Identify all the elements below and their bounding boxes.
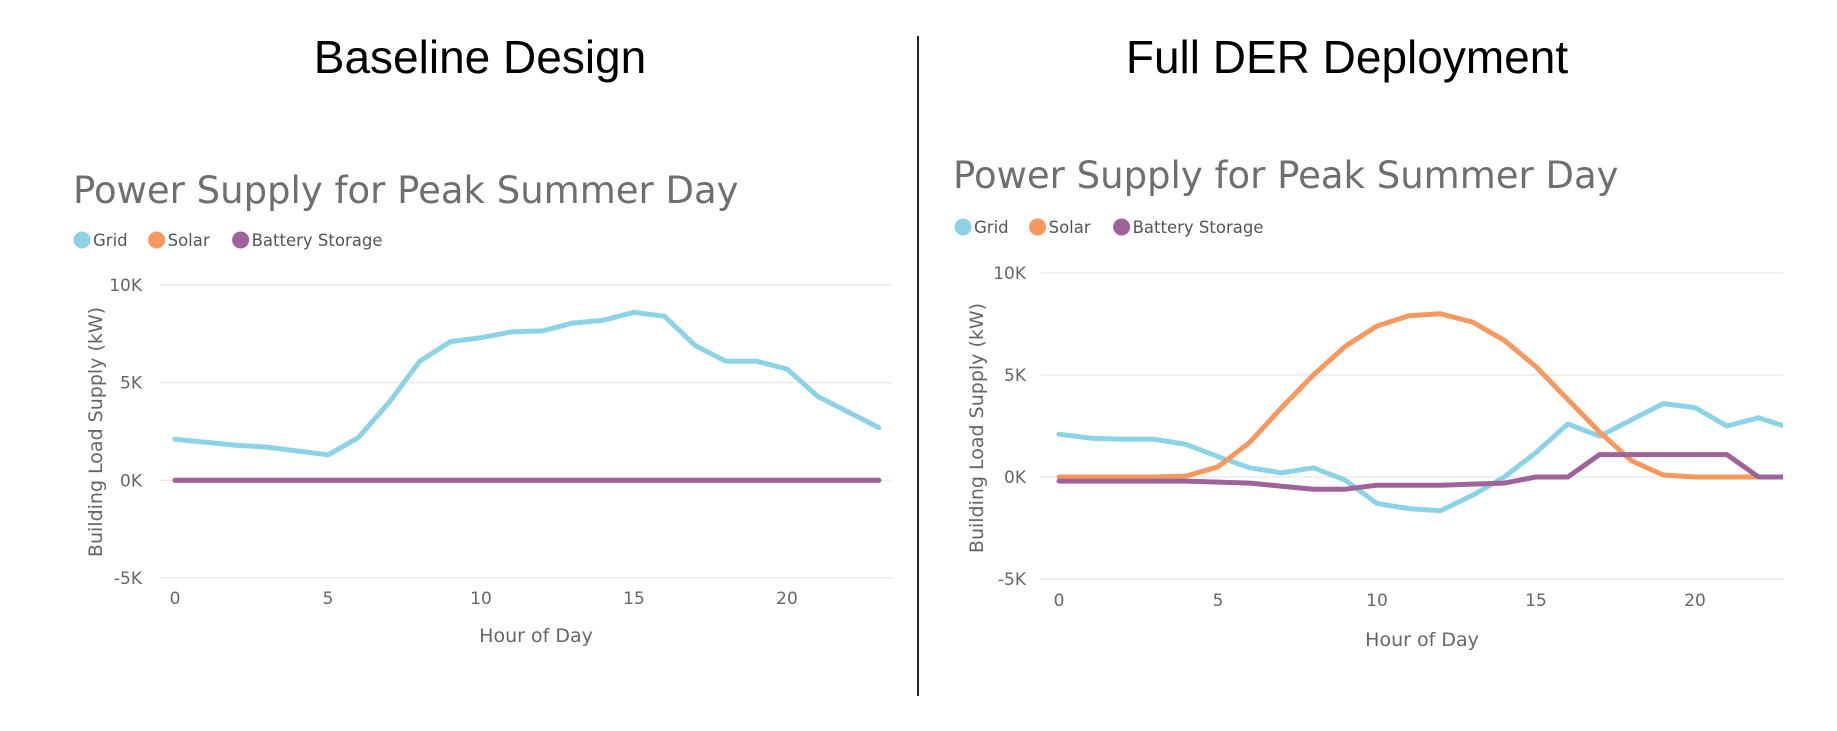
y-tick-label: -5K bbox=[114, 569, 143, 589]
y-axis-label: Building Load Supply (kW) bbox=[85, 307, 107, 557]
chart-title: Power Supply for Peak Summer Day bbox=[73, 169, 739, 212]
x-tick-label: 10 bbox=[1366, 591, 1388, 611]
y-tick-label: -5K bbox=[998, 570, 1027, 590]
x-tick-label: 5 bbox=[1213, 591, 1224, 611]
series-line-grid bbox=[1056, 401, 1783, 514]
legend-marker bbox=[954, 218, 972, 236]
legend-marker bbox=[1113, 218, 1131, 236]
panel-divider bbox=[917, 36, 919, 696]
y-tick-label: 0K bbox=[1004, 468, 1027, 488]
chart-title: Power Supply for Peak Summer Day bbox=[953, 154, 1619, 197]
y-axis-label: Building Load Supply (kW) bbox=[966, 303, 988, 553]
x-tick-label: 10 bbox=[470, 589, 492, 609]
legend-label: Grid bbox=[974, 218, 1009, 237]
series-line-solar bbox=[1056, 311, 1783, 480]
y-tick-label: 10K bbox=[109, 276, 143, 296]
y-tick-label: 0K bbox=[120, 471, 143, 491]
x-axis-label: Hour of Day bbox=[1365, 629, 1479, 651]
x-tick-label: 0 bbox=[1054, 591, 1065, 611]
panel-heading-baseline: Baseline Design bbox=[313, 31, 647, 83]
legend-label: Battery Storage bbox=[252, 231, 383, 250]
legend-marker bbox=[232, 231, 250, 249]
legend-item-battery-storage[interactable]: Battery Storage bbox=[1113, 218, 1263, 237]
legend-item-solar[interactable]: Solar bbox=[1029, 218, 1091, 237]
legend-item-battery-storage[interactable]: Battery Storage bbox=[232, 231, 382, 250]
legend-label: Grid bbox=[93, 231, 128, 250]
x-tick-label: 15 bbox=[1525, 591, 1547, 611]
series-line-grid bbox=[172, 309, 882, 458]
y-tick-label: 10K bbox=[993, 264, 1027, 284]
panel-heading-full-der: Full DER Deployment bbox=[1125, 31, 1569, 83]
chart-1: Power Supply for Peak Summer Day Grid Sola… bbox=[953, 154, 1783, 651]
legend-label: Solar bbox=[168, 231, 210, 250]
legend-label: Battery Storage bbox=[1133, 218, 1264, 237]
legend-item-solar[interactable]: Solar bbox=[148, 231, 210, 250]
x-tick-label: 5 bbox=[323, 589, 334, 609]
x-axis-label: Hour of Day bbox=[479, 625, 593, 647]
x-tick-label: 20 bbox=[776, 589, 798, 609]
legend-item-grid[interactable]: Grid bbox=[73, 231, 128, 250]
legend-label: Solar bbox=[1049, 218, 1091, 237]
x-tick-label: 0 bbox=[170, 589, 181, 609]
legend-marker bbox=[148, 231, 166, 249]
x-tick-label: 20 bbox=[1684, 591, 1706, 611]
series-line-battery-storage bbox=[1056, 452, 1783, 492]
legend-marker bbox=[1029, 218, 1047, 236]
legend-item-grid[interactable]: Grid bbox=[954, 218, 1009, 237]
legend-marker bbox=[73, 231, 91, 249]
chart-0: Power Supply for Peak Summer Day Grid Sola… bbox=[73, 169, 892, 647]
y-tick-label: 5K bbox=[120, 374, 143, 394]
y-tick-label: 5K bbox=[1004, 366, 1027, 386]
x-tick-label: 15 bbox=[623, 589, 645, 609]
